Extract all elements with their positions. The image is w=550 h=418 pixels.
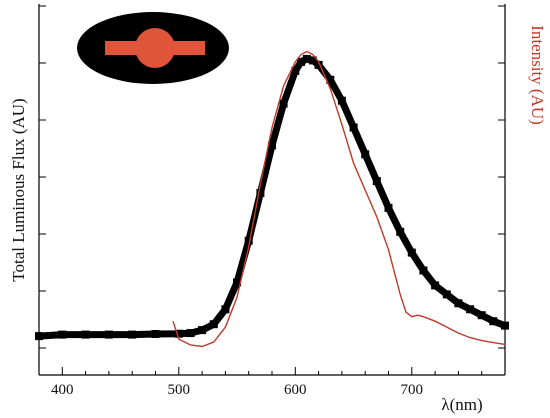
series-intensity-line	[172, 50, 506, 348]
inset-photo	[77, 12, 229, 84]
flux-point	[407, 248, 416, 257]
flux-point	[349, 123, 358, 132]
x-tick-label: 700	[401, 382, 424, 398]
flux-point	[477, 311, 486, 320]
left-ticks	[39, 5, 46, 349]
flux-point	[396, 227, 405, 236]
flux-point	[244, 236, 253, 245]
flux-point	[151, 330, 160, 338]
flux-point	[174, 329, 183, 338]
flux-point	[81, 330, 90, 339]
flux-point	[302, 54, 311, 63]
series-flux-markers	[35, 54, 509, 341]
flux-point	[198, 326, 207, 335]
x-axis-label: λ(nm)	[441, 395, 482, 414]
flux-point	[314, 60, 323, 69]
flux-point	[337, 96, 346, 105]
flux-point	[384, 203, 393, 212]
x-tick-label: 500	[168, 382, 191, 398]
flux-point	[279, 99, 288, 108]
flux-point	[104, 330, 113, 339]
series-flux-line	[38, 55, 507, 340]
flux-point	[372, 177, 381, 186]
flux-point	[256, 189, 265, 197]
flux-point	[221, 305, 230, 314]
flux-point	[308, 56, 317, 65]
flux-point	[431, 281, 440, 290]
y-axis-right-label: Intensity (AU)	[528, 25, 547, 125]
flux-point	[361, 150, 370, 159]
flux-point	[128, 330, 137, 339]
flux-point	[233, 278, 241, 287]
flux-point	[35, 332, 43, 341]
flux-point	[297, 57, 306, 66]
y-axis-left-label: Total Luminous Flux (AU)	[9, 98, 28, 281]
flux-point	[442, 290, 451, 299]
flux-point	[326, 75, 335, 84]
flux-point	[501, 321, 509, 330]
flux-point	[466, 305, 475, 314]
flux-point	[268, 141, 276, 150]
flux-point	[209, 320, 218, 329]
x-ticks: 400 500 600 700	[38, 367, 506, 398]
flux-point	[58, 330, 67, 339]
flux-point	[419, 266, 428, 275]
x-tick-label: 400	[51, 382, 74, 398]
flux-point	[291, 66, 300, 75]
flux-point	[454, 299, 463, 308]
inset-sample-disk	[135, 28, 175, 68]
x-tick-label: 600	[284, 382, 307, 398]
flux-point	[489, 317, 498, 326]
right-ticks	[498, 5, 505, 349]
flux-point	[186, 329, 195, 338]
